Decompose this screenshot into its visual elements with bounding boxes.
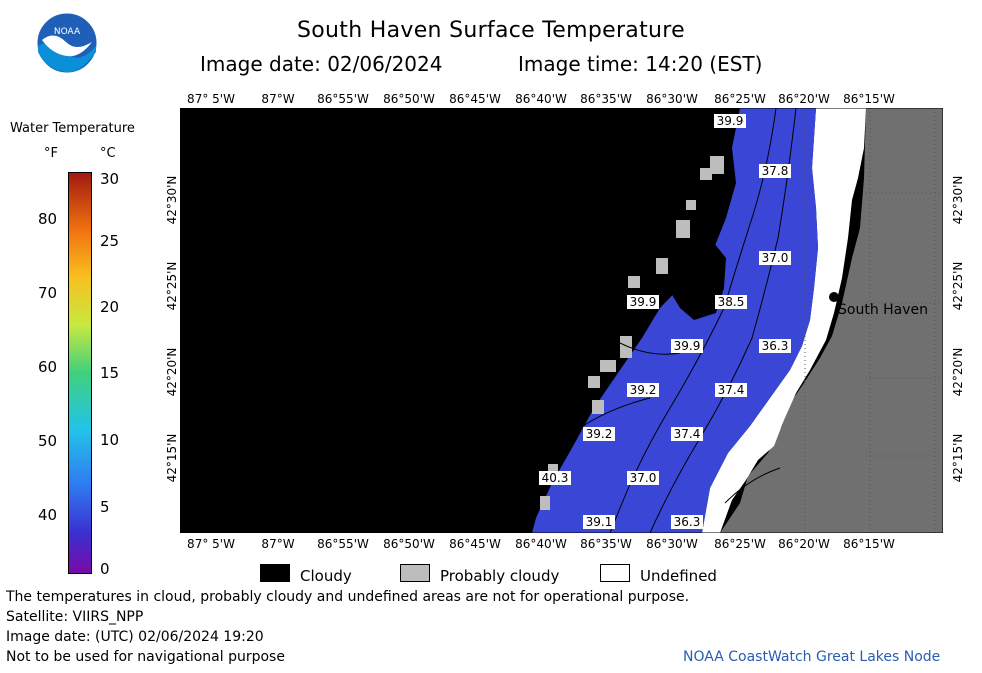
lat-label-left: 42°25'N [165,261,179,311]
colorbar-f-tick: 70 [38,284,58,302]
temperature-label: 37.8 [759,164,791,178]
temperature-label: 39.9 [671,339,703,353]
lat-label-right: 42°20'N [951,347,965,397]
temperature-label: 36.3 [759,339,791,353]
lon-label-top: 86°55'W [317,92,369,106]
footer-nav-warning: Not to be used for navigational purpose [6,649,285,665]
legend-swatch-undefined [600,564,630,582]
footer-credit: NOAA CoastWatch Great Lakes Node [683,649,941,665]
noaa-logo: NOAA [36,12,98,74]
probably-cloudy-area [540,156,724,510]
lon-label-bottom: 86°40'W [515,537,567,551]
lon-label-bottom: 86°20'W [778,537,830,551]
graticule [804,108,943,533]
lat-label-left: 42°15'N [165,433,179,483]
lat-label-right: 42°15'N [951,433,965,483]
lon-label-top: 86°40'W [515,92,567,106]
lon-label-bottom: 86°55'W [317,537,369,551]
lon-label-top: 86°15'W [843,92,895,106]
colorbar-unit-f: °F [44,146,58,161]
page-title: South Haven Surface Temperature [297,18,685,43]
temperature-label: 37.0 [627,471,659,485]
legend-swatch-probably-cloudy [400,564,430,582]
temperature-label: 39.9 [627,295,659,309]
colorbar-f-tick: 50 [38,432,58,450]
temperature-label: 40.3 [539,471,571,485]
temperature-label: 37.4 [715,383,747,397]
lon-label-top: 87°W [261,92,295,106]
lon-label-bottom: 86°45'W [449,537,501,551]
temperature-label: 38.5 [715,295,747,309]
lon-label-bottom: 86°15'W [843,537,895,551]
lon-label-top: 86°45'W [449,92,501,106]
lon-label-top: 86°25'W [714,92,766,106]
lon-label-top: 86°35'W [580,92,632,106]
legend-label-undefined: Undefined [640,567,717,585]
colorbar-c-tick: 10 [100,431,120,449]
lon-label-top: 86°50'W [383,92,435,106]
lon-label-top: 86°20'W [778,92,830,106]
colorbar [68,172,92,574]
lon-label-bottom: 87°W [261,537,295,551]
colorbar-f-tick: 80 [38,210,58,228]
temperature-map [180,108,943,533]
colorbar-unit-c: °C [100,146,116,161]
image-date: Image date: 02/06/2024 [200,52,443,76]
water-area [532,108,818,533]
temperature-label: 39.2 [627,383,659,397]
footer-utc-date: Image date: (UTC) 02/06/2024 19:20 [6,629,264,645]
lon-label-bottom: 86°50'W [383,537,435,551]
lon-label-top: 86°30'W [646,92,698,106]
colorbar-c-tick: 15 [100,364,120,382]
place-name-south-haven: South Haven [838,302,929,318]
temperature-label: 39.1 [583,515,615,529]
lon-label-bottom: 86°30'W [646,537,698,551]
lon-label-top: 87° 5'W [187,92,235,106]
lon-label-bottom: 86°35'W [580,537,632,551]
footer-satellite: Satellite: VIIRS_NPP [6,609,144,625]
temperature-label: 36.3 [671,515,703,529]
legend-swatch-cloudy [260,564,290,582]
colorbar-c-tick: 30 [100,170,120,188]
legend-label-cloudy: Cloudy [300,567,352,585]
lat-label-right: 42°25'N [951,261,965,311]
undefined-area [702,108,866,533]
colorbar-title: Water Temperature [10,121,135,136]
south-haven-marker [829,292,839,302]
temperature-label: 39.9 [714,114,746,128]
temperature-label: 37.0 [759,251,791,265]
lat-label-left: 42°20'N [165,347,179,397]
temperature-label: 39.2 [583,427,615,441]
colorbar-c-tick: 25 [100,232,120,250]
lon-label-bottom: 87° 5'W [187,537,235,551]
colorbar-f-tick: 40 [38,506,58,524]
image-time: Image time: 14:20 (EST) [518,52,763,76]
lat-label-right: 42°30'N [951,175,965,225]
footer-disclaimer: The temperatures in cloud, probably clou… [6,589,690,605]
temperature-label: 37.4 [671,427,703,441]
land-area [720,108,943,533]
colorbar-c-tick: 0 [100,560,110,578]
noaa-logo-text: NOAA [54,27,81,37]
colorbar-c-tick: 20 [100,298,120,316]
lat-label-left: 42°30'N [165,175,179,225]
legend-label-probably-cloudy: Probably cloudy [440,567,560,585]
colorbar-c-tick: 5 [100,498,110,516]
lon-label-bottom: 86°25'W [714,537,766,551]
colorbar-f-tick: 60 [38,358,58,376]
